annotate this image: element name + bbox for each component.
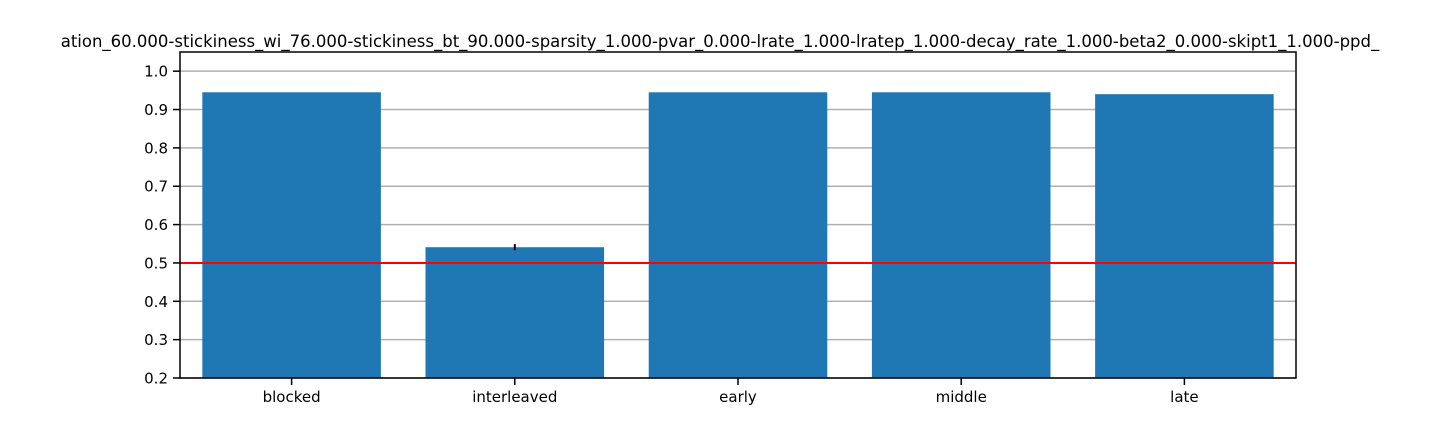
bar-blocked — [202, 92, 381, 378]
x-tick-label: early — [719, 388, 757, 406]
y-tick-label: 0.4 — [144, 293, 168, 311]
x-tick-label: late — [1170, 388, 1198, 406]
y-tick-label: 0.9 — [144, 101, 168, 119]
y-tick-label: 0.7 — [144, 178, 168, 196]
y-tick-label: 1.0 — [144, 63, 168, 81]
bar-late — [1095, 94, 1274, 378]
y-axis: 0.2 0.3 0.4 0.5 0.6 0.7 0.8 0.9 1.0 — [144, 63, 180, 388]
bar-early — [648, 92, 828, 378]
y-tick-label: 0.2 — [144, 370, 168, 388]
chart-title: ation_60.000-stickiness_wi_76.000-sticki… — [61, 32, 1380, 52]
x-tick-label: middle — [936, 388, 987, 406]
bars — [202, 92, 1274, 378]
x-tick-label: interleaved — [472, 388, 557, 406]
y-tick-label: 0.8 — [144, 139, 168, 157]
bar-middle — [871, 92, 1051, 378]
y-tick-label: 0.5 — [144, 254, 168, 272]
y-tick-label: 0.3 — [144, 331, 168, 349]
x-tick-label: blocked — [263, 388, 321, 406]
bar-interleaved — [425, 247, 605, 378]
x-axis: blocked interleaved early middle late — [263, 378, 1199, 406]
y-tick-label: 0.6 — [144, 216, 168, 234]
